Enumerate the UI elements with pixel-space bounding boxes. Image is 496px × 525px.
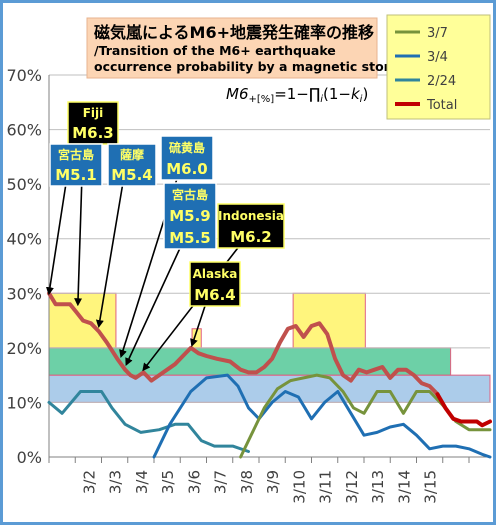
callout-box <box>67 101 119 145</box>
title-box <box>86 17 378 79</box>
callout-text: M6.3 <box>72 124 114 142</box>
callout-text: 宮古島 <box>58 147 94 162</box>
x-tick-label: 3/11 <box>317 470 335 504</box>
callout-text: 宮古島 <box>172 187 208 202</box>
x-tick-label: 3/14 <box>395 470 413 504</box>
formula-rhs2: (1− <box>323 85 351 103</box>
callout-text: M5.4 <box>111 166 153 184</box>
x-tick-label: 3/8 <box>238 470 256 494</box>
callout-arrow <box>95 185 124 329</box>
legend-label-3: Total <box>426 98 457 113</box>
callout-4: 宮古島 M5.9 M5.5 <box>125 182 217 367</box>
x-tick-label: 3/13 <box>369 470 387 504</box>
legend-label-1: 3/4 <box>427 50 448 65</box>
series-line-total <box>47 291 440 397</box>
callout-text: M6.4 <box>194 286 236 304</box>
series-line-2-24 <box>47 390 250 453</box>
callout-arrow <box>45 185 67 296</box>
plot-area: 0% 10% 20% 30% 40% 50% 60% 70% 3/2 3/3 3/4 3/5 3/6 3/… <box>6 66 492 504</box>
callout-3: 硫黄島 M6.0 <box>119 135 214 358</box>
y-tick-label: 20% <box>6 339 42 358</box>
x-tick-label: 3/9 <box>264 470 282 494</box>
callout-text: 薩摩 <box>120 147 144 162</box>
series-line-total-late <box>435 392 492 428</box>
callout-text: Alaska <box>193 267 238 281</box>
x-tick-label: 3/2 <box>80 470 98 494</box>
x-tick-label: 3/12 <box>343 470 361 504</box>
formula-sub: +[%] <box>249 94 275 105</box>
y-tick-label: 50% <box>6 175 42 194</box>
legend-label-2: 2/24 <box>427 74 456 89</box>
formula-lhs: M6 <box>226 85 249 103</box>
y-tick-label: 0% <box>17 448 42 467</box>
x-tick-label: 3/3 <box>107 470 125 494</box>
series-line-3-4 <box>152 373 492 459</box>
callout-box <box>160 135 214 181</box>
callout-text: M5.1 <box>55 166 97 184</box>
formula-rhs: =1−∏ <box>274 85 320 103</box>
x-tick-label: 3/7 <box>212 470 230 494</box>
callout-arrow <box>125 248 181 367</box>
callout-text: M5.5 <box>169 229 211 247</box>
formula-var: k <box>351 85 361 103</box>
formula-close: ) <box>362 85 368 103</box>
y-tick-label: 70% <box>6 66 42 85</box>
callout-1: 宮古島 M5.1 <box>45 143 103 296</box>
callout-text: Indonesia <box>218 209 284 223</box>
y-tick-label: 30% <box>6 284 42 303</box>
callout-box <box>189 261 241 307</box>
chart-title-en-1: /Transition of the M6+ earthquake <box>94 43 336 58</box>
callout-text: M6.2 <box>230 228 272 246</box>
formula-var-sub: i <box>360 94 363 105</box>
callout-box <box>163 182 217 250</box>
callout-box <box>49 143 103 187</box>
callout-text: Fiji <box>83 106 104 120</box>
formula: M6+[%]=1−∏i(1−ki) <box>226 85 368 105</box>
x-tick-label: 3/10 <box>290 470 308 504</box>
x-tick-label: 3/6 <box>185 470 203 494</box>
callout-box <box>107 143 157 187</box>
formula-prod-sub: i <box>320 94 323 105</box>
y-tick-label: 60% <box>6 121 42 140</box>
callout-text: M6.0 <box>166 160 208 178</box>
x-tick-label: 3/4 <box>133 470 151 494</box>
callout-arrow <box>190 305 206 348</box>
chart-title-ja: 磁気嵐によるM6+地震発生確率の推移 <box>94 23 374 42</box>
callout-text: 硫黄島 <box>169 140 205 155</box>
callout-2: 薩摩 M5.4 <box>95 143 157 329</box>
y-tick-label: 40% <box>6 230 42 249</box>
callout-text: M5.9 <box>169 207 211 225</box>
callout-6: Alaska M6.4 <box>189 261 241 348</box>
x-tick-label: 3/5 <box>159 470 177 494</box>
overlay: 磁気嵐によるM6+地震発生確率の推移/Transition of the M6+… <box>45 14 491 372</box>
x-tick-label: 3/15 <box>422 470 440 504</box>
y-tick-label: 10% <box>6 393 42 412</box>
chart-title-en-2: occurrence probability by a magnetic sto… <box>94 59 408 74</box>
legend-label-0: 3/7 <box>427 26 448 41</box>
callout-box <box>217 203 285 249</box>
